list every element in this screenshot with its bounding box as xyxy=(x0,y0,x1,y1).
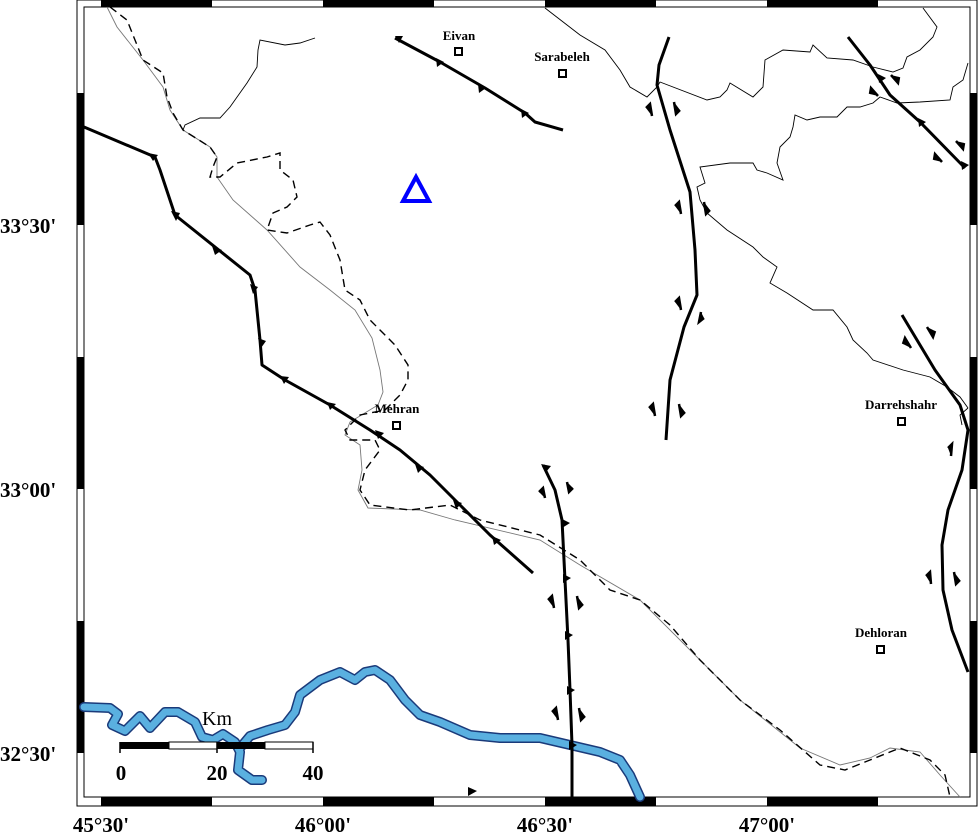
scale-label: 0 xyxy=(116,761,127,785)
scale-bar: Km 0 20 40 xyxy=(116,708,324,785)
scale-label: 20 xyxy=(207,761,228,785)
strike-slip-fault xyxy=(655,36,970,673)
city-label: Eivan xyxy=(443,28,476,43)
scale-label: 40 xyxy=(303,761,324,785)
province-boundary xyxy=(182,37,316,131)
city-label: Darrehshahr xyxy=(865,397,937,412)
map-frame xyxy=(76,0,978,807)
scale-unit: Km xyxy=(202,708,232,730)
city-label: Sarabeleh xyxy=(534,49,590,64)
thrust-fault xyxy=(83,36,969,797)
province-boundary xyxy=(959,407,969,426)
city-label: Mehran xyxy=(375,401,421,416)
longitude-label: 46°00' xyxy=(295,813,351,836)
river xyxy=(79,665,645,802)
longitude-label: 47°00' xyxy=(739,813,795,836)
city-dehloran: Dehloran xyxy=(855,625,908,654)
longitude-label: 45°30' xyxy=(73,813,129,836)
latitude-label: 33°00' xyxy=(0,478,56,502)
international-border xyxy=(109,6,951,798)
latitude-label: 33°30' xyxy=(0,214,56,238)
boundary-line xyxy=(106,6,961,798)
strike-slip-arrow-icon xyxy=(538,74,966,723)
province-boundary xyxy=(696,62,969,409)
longitude-label: 46°30' xyxy=(517,813,573,836)
city-mehran: Mehran xyxy=(375,401,421,430)
station-triangle-marker xyxy=(399,172,433,203)
city-label: Dehloran xyxy=(855,625,908,640)
city-sarabeleh: Sarabeleh xyxy=(534,49,591,78)
latitude-label: 32°30' xyxy=(0,742,56,766)
city-darrehshahr: Darrehshahr xyxy=(865,397,937,426)
province-boundary xyxy=(544,7,938,101)
city-eivan: Eivan xyxy=(443,28,476,56)
